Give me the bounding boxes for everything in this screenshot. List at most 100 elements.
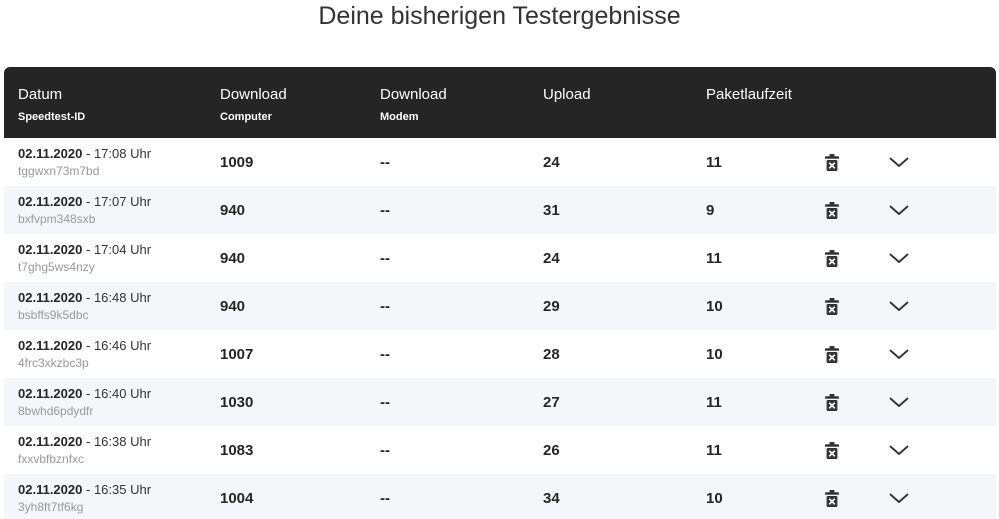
datum-cell: 02.11.2020 - 17:07 Uhr bxfvpm348sxb — [18, 186, 151, 227]
row-datetime: 02.11.2020 - 17:04 Uhr — [18, 242, 151, 258]
row-download-modem: -- — [380, 249, 390, 267]
table-row: 02.11.2020 - 16:38 Uhr fxxvbfbznfxc 1083… — [4, 426, 996, 474]
expand-row-button[interactable] — [882, 234, 916, 282]
chevron-down-icon — [889, 445, 909, 456]
row-date-separator: - — [85, 194, 91, 209]
table-row: 02.11.2020 - 17:07 Uhr bxfvpm348sxb 940 … — [4, 186, 996, 234]
row-paketlaufzeit: 11 — [706, 153, 722, 171]
expand-row-button[interactable] — [882, 282, 916, 330]
chevron-down-icon — [889, 397, 909, 408]
table-row: 02.11.2020 - 16:46 Uhr 4frc3xkzbc3p 1007… — [4, 330, 996, 378]
row-speedtest-id: 3yh8ft7tf6kg — [18, 500, 84, 514]
column-label: Download — [220, 86, 287, 103]
table-row: 02.11.2020 - 17:08 Uhr tggwxn73m7bd 1009… — [4, 138, 996, 186]
row-speedtest-id: fxxvbfbznfxc — [18, 452, 85, 466]
row-date: 02.11.2020 — [18, 290, 83, 305]
chevron-down-icon — [889, 253, 909, 264]
row-date: 02.11.2020 — [18, 242, 83, 257]
row-time: 16:40 Uhr — [93, 386, 152, 401]
column-label: Paketlaufzeit — [706, 86, 792, 103]
chevron-down-icon — [889, 349, 909, 360]
table-header: Datum Speedtest-ID Download Computer Dow… — [4, 67, 996, 138]
row-paketlaufzeit: 11 — [706, 393, 722, 411]
row-date-separator: - — [85, 290, 91, 305]
delete-result-button[interactable] — [816, 330, 848, 378]
row-date: 02.11.2020 — [18, 386, 83, 401]
row-paketlaufzeit: 10 — [706, 345, 723, 363]
chevron-down-icon — [889, 493, 909, 504]
trash-icon — [825, 297, 839, 315]
row-download-computer: 1009 — [220, 153, 254, 171]
results-table: Datum Speedtest-ID Download Computer Dow… — [4, 67, 996, 519]
row-paketlaufzeit: 11 — [706, 441, 722, 459]
row-download-modem: -- — [380, 489, 390, 507]
expand-row-button[interactable] — [882, 474, 916, 519]
datum-cell: 02.11.2020 - 16:48 Uhr bsbffs9k5dbc — [18, 282, 151, 323]
expand-row-button[interactable] — [882, 426, 916, 474]
row-datetime: 02.11.2020 - 16:46 Uhr — [18, 338, 151, 354]
delete-result-button[interactable] — [816, 186, 848, 234]
row-upload: 28 — [543, 345, 560, 363]
column-header-download-modem: Download Modem — [380, 86, 447, 123]
table-row: 02.11.2020 - 16:40 Uhr 8bwhd6pdydfr 1030… — [4, 378, 996, 426]
datum-cell: 02.11.2020 - 16:46 Uhr 4frc3xkzbc3p — [18, 330, 151, 371]
row-upload: 24 — [543, 153, 560, 171]
row-download-computer: 1030 — [220, 393, 254, 411]
column-header-upload: Upload — [543, 86, 591, 111]
table-row: 02.11.2020 - 17:04 Uhr t7ghg5ws4nzy 940 … — [4, 234, 996, 282]
row-date-separator: - — [85, 386, 91, 401]
column-sublabel: Modem — [380, 111, 419, 123]
column-label: Download — [380, 86, 447, 103]
datum-cell: 02.11.2020 - 16:40 Uhr 8bwhd6pdydfr — [18, 378, 151, 419]
datum-cell: 02.11.2020 - 17:08 Uhr tggwxn73m7bd — [18, 138, 151, 179]
row-upload: 27 — [543, 393, 560, 411]
delete-result-button[interactable] — [816, 378, 848, 426]
table-body: 02.11.2020 - 17:08 Uhr tggwxn73m7bd 1009… — [4, 138, 996, 519]
row-download-computer: 1007 — [220, 345, 254, 363]
chevron-down-icon — [889, 205, 909, 216]
datum-cell: 02.11.2020 - 16:38 Uhr fxxvbfbznfxc — [18, 426, 151, 467]
row-date: 02.11.2020 — [18, 194, 83, 209]
delete-result-button[interactable] — [816, 474, 848, 519]
column-header-datum: Datum Speedtest-ID — [18, 86, 85, 123]
trash-icon — [825, 345, 839, 363]
trash-icon — [825, 441, 839, 459]
row-time: 16:35 Uhr — [93, 482, 152, 497]
page-title: Deine bisherigen Testergebnisse — [318, 2, 681, 30]
expand-row-button[interactable] — [882, 330, 916, 378]
column-sublabel: Speedtest-ID — [18, 111, 86, 123]
row-download-modem: -- — [380, 345, 390, 363]
delete-result-button[interactable] — [816, 282, 848, 330]
row-datetime: 02.11.2020 - 17:07 Uhr — [18, 194, 151, 210]
row-upload: 29 — [543, 297, 560, 315]
row-datetime: 02.11.2020 - 17:08 Uhr — [18, 146, 151, 162]
row-speedtest-id: t7ghg5ws4nzy — [18, 260, 95, 274]
delete-result-button[interactable] — [816, 426, 848, 474]
column-label: Upload — [543, 86, 591, 103]
row-paketlaufzeit: 11 — [706, 249, 722, 267]
row-date: 02.11.2020 — [18, 146, 83, 161]
row-download-computer: 940 — [220, 249, 246, 267]
row-datetime: 02.11.2020 - 16:38 Uhr — [18, 434, 151, 450]
trash-icon — [825, 201, 839, 219]
expand-row-button[interactable] — [882, 378, 916, 426]
expand-row-button[interactable] — [882, 186, 916, 234]
row-date-separator: - — [85, 434, 91, 449]
column-label: Datum — [18, 86, 63, 103]
row-time: 16:48 Uhr — [93, 290, 152, 305]
datum-cell: 02.11.2020 - 16:35 Uhr 3yh8ft7tf6kg — [18, 474, 151, 515]
row-download-modem: -- — [380, 297, 390, 315]
row-download-modem: -- — [380, 441, 390, 459]
row-upload: 26 — [543, 441, 560, 459]
table-row: 02.11.2020 - 16:35 Uhr 3yh8ft7tf6kg 1004… — [4, 474, 996, 519]
chevron-down-icon — [889, 157, 909, 168]
row-speedtest-id: 4frc3xkzbc3p — [18, 356, 89, 370]
expand-row-button[interactable] — [882, 138, 916, 186]
row-download-computer: 940 — [220, 297, 246, 315]
column-header-download-computer: Download Computer — [220, 86, 287, 123]
delete-result-button[interactable] — [816, 138, 848, 186]
row-date: 02.11.2020 — [18, 482, 83, 497]
delete-result-button[interactable] — [816, 234, 848, 282]
row-date-separator: - — [85, 482, 91, 497]
row-time: 16:38 Uhr — [93, 434, 152, 449]
